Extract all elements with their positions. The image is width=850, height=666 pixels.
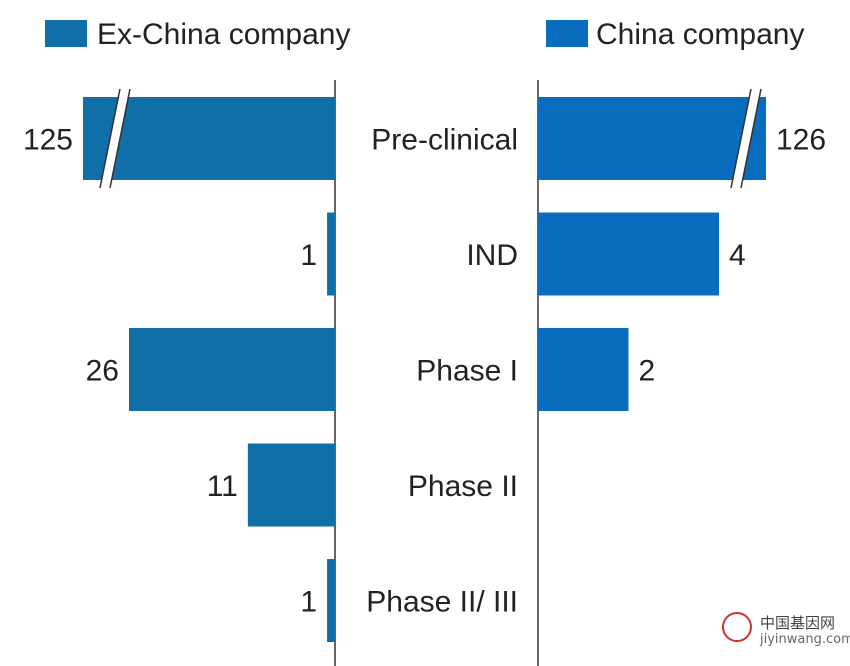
axis-break-line	[740, 88, 762, 189]
value-label-china: 2	[639, 355, 656, 388]
legend-swatch-china	[546, 20, 588, 47]
bar-china	[538, 212, 719, 296]
category-label: IND	[466, 239, 518, 272]
labels-group: Pre-clinical 125 126 IND 1 4 Phase I 26 2 Phase I…	[23, 124, 826, 619]
bar-ex-china	[327, 212, 335, 296]
axis-break-mark	[731, 89, 761, 188]
value-label-ex-china: 11	[207, 470, 238, 503]
bar-ex-china	[327, 559, 335, 642]
axis-break-line	[730, 88, 752, 189]
category-label: Pre-clinical	[371, 124, 518, 157]
axis-break-mark	[100, 89, 130, 188]
value-label-china: 126	[776, 124, 826, 157]
axis-break-line	[109, 88, 131, 189]
axis-break-line	[99, 88, 121, 189]
dna-logo-icon	[722, 612, 752, 642]
bar-china	[538, 97, 766, 180]
category-label: Phase I	[416, 355, 518, 388]
bar-ex-china	[129, 328, 335, 411]
site-name: 中国基因网	[760, 614, 836, 632]
site-url: jiyinwang.com	[760, 632, 850, 647]
value-label-ex-china: 125	[23, 124, 73, 157]
bars-group	[83, 88, 766, 642]
value-label-ex-china: 26	[86, 355, 119, 388]
legend-swatch-ex-china	[45, 20, 87, 47]
value-label-china: 4	[729, 239, 746, 272]
category-label: Phase II	[408, 470, 518, 503]
bar-china	[538, 328, 629, 411]
value-label-ex-china: 1	[300, 586, 317, 619]
legend-label-china: China company	[596, 18, 804, 51]
legend-label-ex-china: Ex-China company	[97, 18, 350, 51]
bar-ex-china	[247, 443, 335, 527]
category-label: Phase II/ III	[366, 586, 518, 619]
value-label-ex-china: 1	[300, 239, 317, 272]
